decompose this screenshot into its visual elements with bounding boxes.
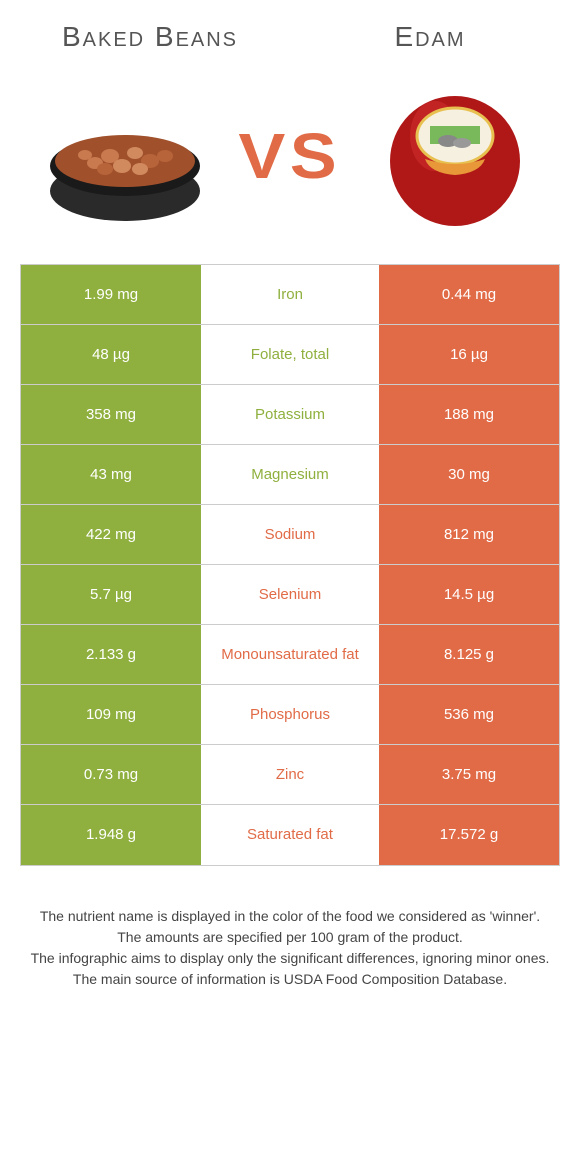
cell-left-value: 48 µg xyxy=(21,325,201,384)
table-row: 2.133 gMonounsaturated fat8.125 g xyxy=(21,625,559,685)
cell-right-value: 0.44 mg xyxy=(379,265,559,324)
cell-right-value: 14.5 µg xyxy=(379,565,559,624)
cell-right-value: 536 mg xyxy=(379,685,559,744)
cell-nutrient-label: Iron xyxy=(201,265,379,324)
cell-nutrient-label: Selenium xyxy=(201,565,379,624)
table-row: 43 mgMagnesium30 mg xyxy=(21,445,559,505)
cell-left-value: 43 mg xyxy=(21,445,201,504)
cell-nutrient-label: Potassium xyxy=(201,385,379,444)
table-row: 5.7 µgSelenium14.5 µg xyxy=(21,565,559,625)
table-row: 1.99 mgIron0.44 mg xyxy=(21,265,559,325)
table-row: 358 mgPotassium188 mg xyxy=(21,385,559,445)
footer-line: The main source of information is USDA F… xyxy=(30,969,550,990)
cell-left-value: 422 mg xyxy=(21,505,201,564)
cell-right-value: 812 mg xyxy=(379,505,559,564)
vs-label: VS xyxy=(239,119,342,193)
cell-right-value: 8.125 g xyxy=(379,625,559,684)
cell-nutrient-label: Sodium xyxy=(201,505,379,564)
cell-left-value: 109 mg xyxy=(21,685,201,744)
title-left: Baked Beans xyxy=(50,20,250,54)
table-row: 422 mgSodium812 mg xyxy=(21,505,559,565)
cell-right-value: 188 mg xyxy=(379,385,559,444)
table-row: 109 mgPhosphorus536 mg xyxy=(21,685,559,745)
cell-right-value: 3.75 mg xyxy=(379,745,559,804)
cell-nutrient-label: Folate, total xyxy=(201,325,379,384)
cell-nutrient-label: Saturated fat xyxy=(201,805,379,865)
cell-nutrient-label: Zinc xyxy=(201,745,379,804)
baked-beans-image xyxy=(40,81,210,231)
cell-left-value: 5.7 µg xyxy=(21,565,201,624)
footer-line: The nutrient name is displayed in the co… xyxy=(30,906,550,927)
table-row: 48 µgFolate, total16 µg xyxy=(21,325,559,385)
cell-left-value: 2.133 g xyxy=(21,625,201,684)
footer-notes: The nutrient name is displayed in the co… xyxy=(0,866,580,990)
cell-nutrient-label: Magnesium xyxy=(201,445,379,504)
cell-nutrient-label: Monounsaturated fat xyxy=(201,625,379,684)
edam-image xyxy=(370,81,540,231)
images-row: VS xyxy=(0,64,580,264)
cell-left-value: 358 mg xyxy=(21,385,201,444)
cell-right-value: 16 µg xyxy=(379,325,559,384)
table-row: 1.948 gSaturated fat17.572 g xyxy=(21,805,559,865)
cell-right-value: 30 mg xyxy=(379,445,559,504)
footer-line: The infographic aims to display only the… xyxy=(30,948,550,969)
cell-right-value: 17.572 g xyxy=(379,805,559,865)
table-row: 0.73 mgZinc3.75 mg xyxy=(21,745,559,805)
title-right: Edam xyxy=(330,20,530,54)
cell-left-value: 0.73 mg xyxy=(21,745,201,804)
header: Baked Beans Edam xyxy=(0,0,580,64)
comparison-table: 1.99 mgIron0.44 mg48 µgFolate, total16 µ… xyxy=(20,264,560,866)
cell-left-value: 1.948 g xyxy=(21,805,201,865)
footer-line: The amounts are specified per 100 gram o… xyxy=(30,927,550,948)
cell-nutrient-label: Phosphorus xyxy=(201,685,379,744)
cell-left-value: 1.99 mg xyxy=(21,265,201,324)
